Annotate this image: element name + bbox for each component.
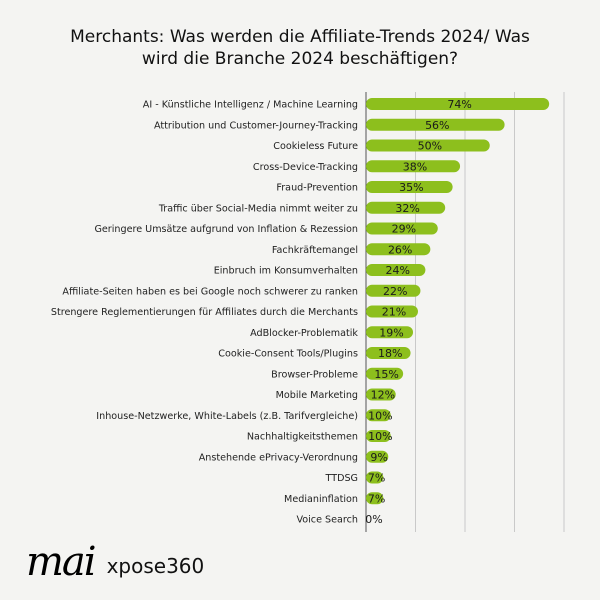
mai-logo: mai (26, 539, 97, 585)
category-label: Browser-Probleme (271, 369, 358, 380)
value-label: 19% (379, 326, 403, 339)
bar (366, 201, 446, 214)
value-label: 10% (368, 430, 392, 443)
value-label: 21% (382, 306, 406, 319)
value-label: 26% (388, 243, 412, 256)
bar (366, 222, 438, 235)
value-label: 7% (368, 492, 385, 505)
logo: mai xpose360 (26, 542, 204, 582)
category-label: Medianinflation (284, 494, 358, 505)
bar (366, 492, 384, 505)
value-label: 15% (374, 368, 398, 381)
value-label: 74% (447, 98, 471, 111)
chart-title-line-1: Merchants: Was werden die Affiliate-Tren… (70, 27, 530, 47)
bar (366, 409, 391, 422)
category-label: Mobile Marketing (276, 390, 358, 401)
category-label: Inhouse-Netzwerke, White-Labels (z.B. Ta… (96, 411, 358, 422)
category-label: AdBlocker-Problematik (250, 328, 358, 339)
bar (366, 181, 453, 193)
category-label: Fraud-Prevention (276, 183, 358, 194)
category-label: Traffic über Social-Media nimmt weiter z… (158, 203, 358, 214)
bar (366, 98, 550, 110)
category-label: Cookie-Consent Tools/Plugins (218, 349, 358, 360)
value-label: 0% (365, 513, 382, 526)
category-label: Voice Search (296, 515, 358, 526)
bar (366, 326, 414, 339)
value-label: 12% (371, 389, 395, 402)
value-label: 56% (425, 119, 449, 132)
category-label: Affiliate-Seiten haben es bei Google noc… (62, 286, 358, 297)
category-label: AI - Künstliche Intelligenz / Machine Le… (143, 100, 358, 111)
value-label: 50% (418, 140, 442, 153)
category-label: Geringere Umsätze aufgrund von Inflation… (94, 224, 358, 235)
bar (366, 450, 389, 463)
category-label: Attribution und Customer-Journey-Trackin… (154, 120, 358, 131)
category-label: Cookieless Future (273, 141, 358, 152)
value-label: 10% (368, 409, 392, 422)
bar (366, 118, 505, 131)
value-label: 22% (383, 285, 407, 298)
value-label: 32% (395, 202, 419, 215)
value-label: 29% (392, 223, 416, 236)
value-label: 38% (403, 160, 427, 173)
category-label: Fachkräftemangel (272, 245, 358, 256)
value-label: 35% (399, 181, 423, 194)
bar (366, 388, 396, 401)
bar (366, 284, 421, 297)
value-label: 18% (378, 347, 402, 360)
category-label: Anstehende ePrivacy-Verordnung (199, 452, 358, 463)
bar (366, 471, 384, 484)
value-label: 7% (368, 472, 385, 485)
bar (366, 243, 431, 256)
bar (366, 430, 391, 442)
bar (366, 139, 490, 152)
category-label: TTDSG (325, 473, 358, 484)
bar (366, 160, 461, 173)
chart-title-line-2: wird die Branche 2024 beschäftigen? (141, 49, 459, 69)
category-label: Strengere Reglementierungen für Affiliat… (51, 307, 358, 318)
category-label: Einbruch im Konsumverhalten (214, 266, 358, 277)
category-label: Nachhaltigkeitsthemen (247, 432, 358, 443)
chart-title: Merchants: Was werden die Affiliate-Tren… (0, 26, 600, 70)
value-label: 24% (385, 264, 409, 277)
xpose360-logo: xpose360 (106, 554, 205, 578)
bar (366, 305, 418, 318)
bar (366, 347, 411, 359)
value-label: 9% (370, 451, 387, 464)
bar (366, 367, 404, 380)
bar (366, 264, 426, 276)
category-label: Cross-Device-Tracking (253, 162, 358, 173)
